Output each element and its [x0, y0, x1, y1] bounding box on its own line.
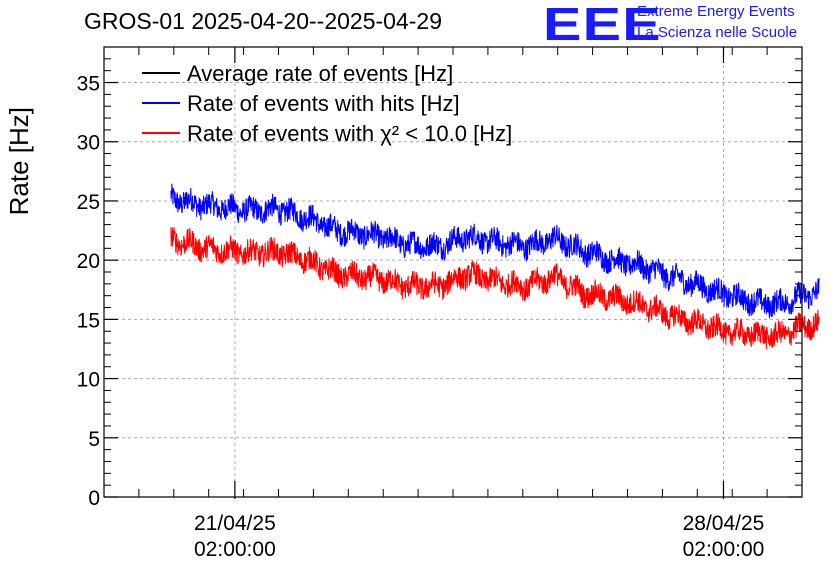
- legend-label: Average rate of events [Hz]: [187, 61, 453, 86]
- logo-subtitle-line2: La Scienza nelle Scuole: [637, 24, 798, 41]
- series-line: [170, 227, 820, 350]
- y-tick-label: 30: [77, 132, 100, 155]
- x-tick-date: 28/04/25: [683, 512, 765, 535]
- legend-label: Rate of events with χ² < 10.0 [Hz]: [187, 121, 512, 146]
- x-tick-time: 02:00:00: [683, 538, 765, 561]
- y-tick-label: 35: [77, 73, 100, 96]
- y-tick-label: 10: [77, 369, 100, 392]
- eee-logo: EEE: [543, 0, 662, 50]
- y-tick-label: 15: [77, 309, 100, 332]
- series-layer: [170, 183, 820, 350]
- y-tick-label: 0: [88, 487, 100, 510]
- legend: Average rate of events [Hz] Rate of event…: [142, 61, 512, 146]
- x-tick-date: 21/04/25: [194, 512, 276, 535]
- y-axis-label: Rate [Hz]: [4, 107, 34, 215]
- logo-subtitle-line1: Extreme Energy Events: [637, 3, 795, 20]
- axes: 0 5 10 15 20 25 30 35 21/04/25 02:00:00 28/04/25 02…: [77, 47, 802, 561]
- x-tick-time: 02:00:00: [194, 538, 276, 561]
- chart-title: GROS-01 2025-04-20--2025-04-29: [84, 8, 442, 34]
- y-tick-label: 5: [88, 428, 100, 451]
- legend-label: Rate of events with hits [Hz]: [187, 91, 460, 116]
- y-tick-label: 25: [77, 191, 100, 214]
- grid: [104, 47, 802, 497]
- y-tick-label: 20: [77, 250, 100, 273]
- series-line: [170, 183, 820, 319]
